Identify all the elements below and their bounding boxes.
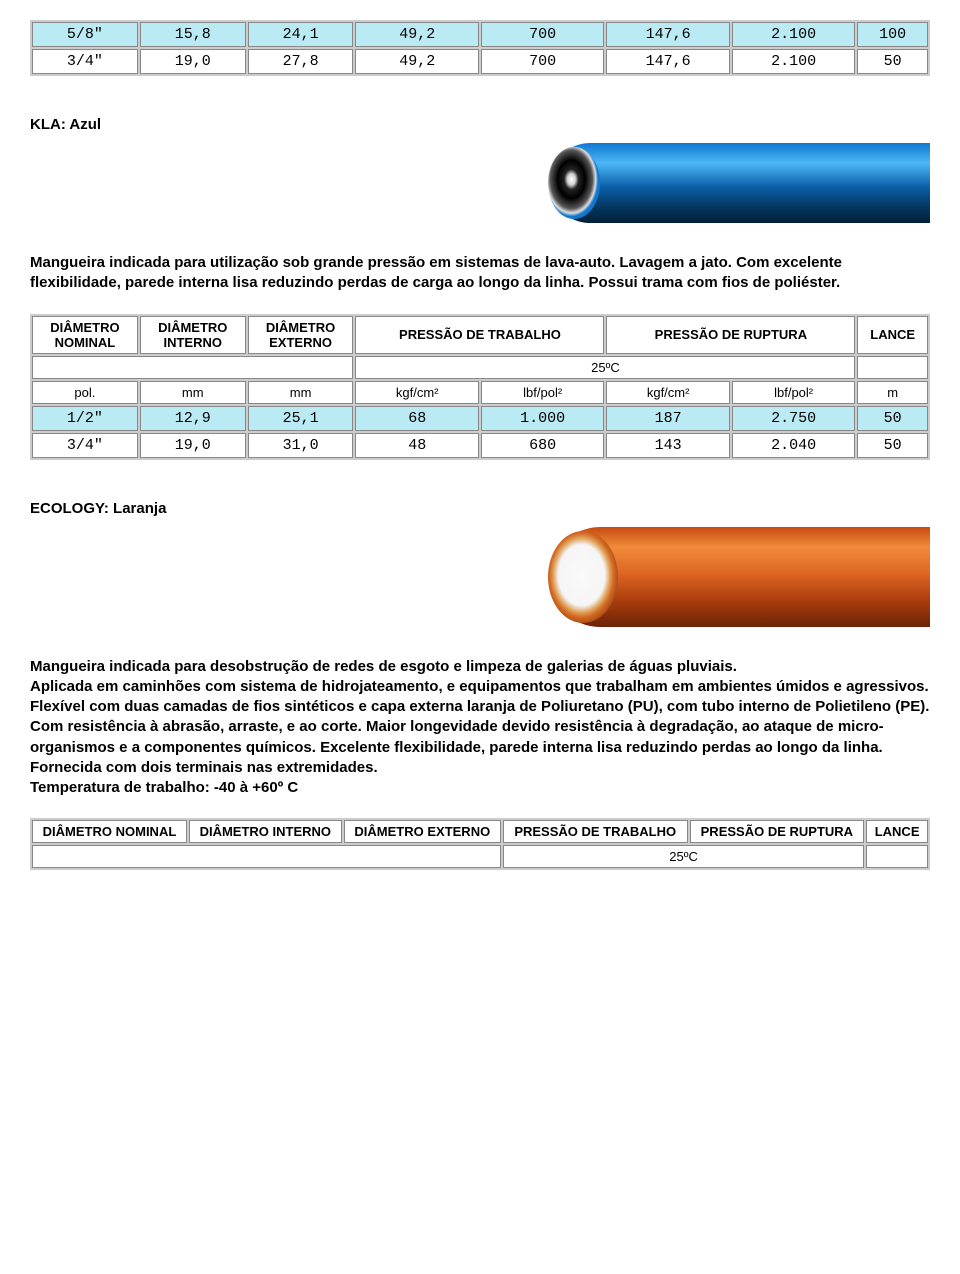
table-cell: 50 [857,49,928,74]
kla-unit-mm2: mm [248,381,354,404]
table-cell: 19,0 [140,49,246,74]
ecology-hose-image [30,527,930,627]
table-row: 5/8"15,824,149,2700147,62.100100 [32,22,928,47]
kla-unit-lbf2: lbf/pol² [732,381,855,404]
table-cell: 147,6 [606,49,729,74]
table-cell: 5/8" [32,22,138,47]
kla-temp: 25ºC [355,356,855,379]
table-cell: 2.040 [732,433,855,458]
table-cell: 15,8 [140,22,246,47]
ecology-header-nominal: DIÂMETRO NOMINAL [32,820,187,843]
table-cell: 680 [481,433,604,458]
table-cell: 25,1 [248,406,354,431]
kla-unit-lbf1: lbf/pol² [481,381,604,404]
top-partial-table: 5/8"15,824,149,2700147,62.1001003/4"19,0… [30,20,930,76]
table-cell: 1.000 [481,406,604,431]
table-cell: 147,6 [606,22,729,47]
table-cell: 50 [857,406,928,431]
kla-unit-m: m [857,381,928,404]
table-cell: 48 [355,433,478,458]
table-cell: 3/4" [32,433,138,458]
kla-unit-pol: pol. [32,381,138,404]
kla-header-lance: LANCE [857,316,928,354]
ecology-header-interno: DIÂMETRO INTERNO [189,820,342,843]
ecology-header-ruptura: PRESSÃO DE RUPTURA [690,820,865,843]
table-cell: 49,2 [355,22,478,47]
table-cell: 12,9 [140,406,246,431]
table-row: 1/2"12,925,1681.0001872.75050 [32,406,928,431]
table-cell: 50 [857,433,928,458]
table-cell: 700 [481,22,604,47]
ecology-table: DIÂMETRO NOMINAL DIÂMETRO INTERNO DIÂMET… [30,818,930,870]
kla-hose-image [30,143,930,223]
ecology-header-lance: LANCE [866,820,928,843]
table-cell: 24,1 [248,22,354,47]
table-cell: 68 [355,406,478,431]
table-cell: 2.100 [732,49,855,74]
kla-table: DIÂMETRO NOMINAL DIÂMETRO INTERNO DIÂMET… [30,314,930,460]
table-row: 3/4"19,027,849,2700147,62.10050 [32,49,928,74]
ecology-title: ECOLOGY: Laranja [30,500,930,517]
kla-unit-mm1: mm [140,381,246,404]
table-cell: 187 [606,406,729,431]
kla-unit-kgf2: kgf/cm² [606,381,729,404]
table-cell: 3/4" [32,49,138,74]
ecology-header-externo: DIÂMETRO EXTERNO [344,820,501,843]
kla-header-externo: DIÂMETRO EXTERNO [248,316,354,354]
ecology-header-trabalho: PRESSÃO DE TRABALHO [503,820,688,843]
table-cell: 49,2 [355,49,478,74]
table-cell: 1/2" [32,406,138,431]
kla-title: KLA: Azul [30,116,930,133]
ecology-description: Mangueira indicada para desobstrução de … [30,657,930,799]
kla-header-trabalho: PRESSÃO DE TRABALHO [355,316,604,354]
table-cell: 2.100 [732,22,855,47]
kla-header-ruptura: PRESSÃO DE RUPTURA [606,316,855,354]
table-cell: 100 [857,22,928,47]
table-cell: 2.750 [732,406,855,431]
table-cell: 19,0 [140,433,246,458]
table-cell: 31,0 [248,433,354,458]
kla-description: Mangueira indicada para utilização sob g… [30,253,930,294]
kla-header-interno: DIÂMETRO INTERNO [140,316,246,354]
ecology-temp: 25ºC [503,845,864,868]
kla-unit-kgf1: kgf/cm² [355,381,478,404]
table-row: 3/4"19,031,0486801432.04050 [32,433,928,458]
kla-header-nominal: DIÂMETRO NOMINAL [32,316,138,354]
table-cell: 700 [481,49,604,74]
table-cell: 143 [606,433,729,458]
table-cell: 27,8 [248,49,354,74]
